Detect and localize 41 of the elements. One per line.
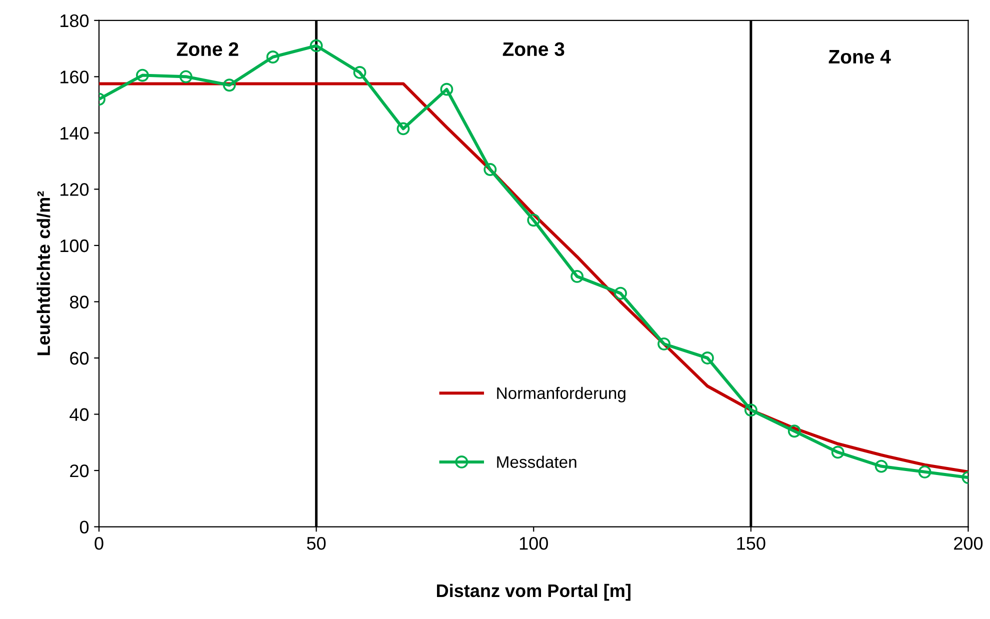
point [658,337,670,350]
y-tick-label: 160 [60,70,89,84]
point [788,424,801,438]
y-tick-label: 20 [70,464,89,478]
point [266,50,280,64]
y-tick-label: 60 [70,352,89,365]
x-axis-title: Distanz vom Portal [m] [437,584,630,601]
point [484,163,497,176]
point [222,78,236,92]
annotation: Zone 2 [176,42,238,56]
point [874,460,888,473]
y-tick-label: 120 [60,183,89,196]
y-tick-label: 0 [80,520,89,534]
y-tick-label: 140 [60,126,89,140]
point [918,465,932,478]
x-tick-label: 150 [737,536,766,550]
legend-label: Messdaten [497,456,576,468]
point [744,404,758,416]
y-tick-label: 40 [70,408,89,421]
x-tick-label: 0 [94,536,104,550]
point [179,70,192,84]
point [440,82,454,96]
point [136,68,149,82]
point [570,270,584,283]
point [396,122,410,136]
point [527,214,540,227]
point [310,39,323,52]
point [700,352,714,364]
y-tick-label: 100 [60,239,89,252]
point [353,66,366,79]
x-tick-label: 50 [306,536,326,550]
x-tick-label: 200 [954,536,983,550]
annotation: Zone 3 [502,42,564,56]
y-axis-title: Leuchtdichte cd/m² [36,191,50,356]
annotation: Zone 4 [828,50,891,64]
y-tick-label: 180 [60,14,89,28]
y-tick-label: 80 [70,296,89,308]
x-tick-label: 100 [520,536,548,550]
point [614,286,627,300]
point [831,446,844,459]
legend-label: Normanforderung [497,386,626,402]
